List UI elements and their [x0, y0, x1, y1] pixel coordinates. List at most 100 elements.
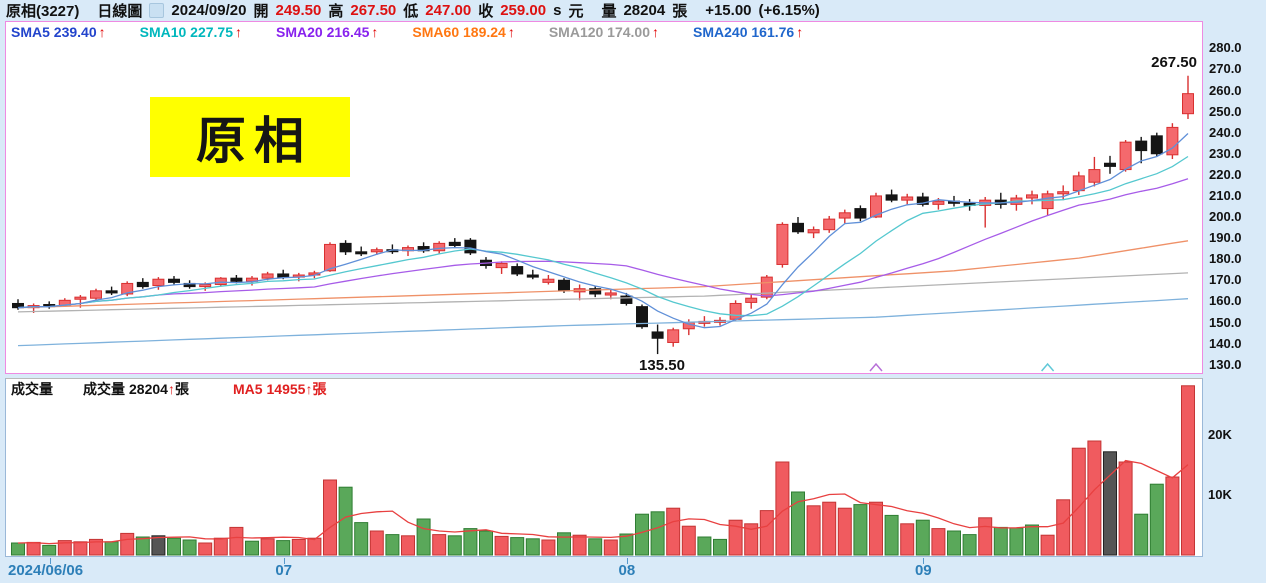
volume-bar: [291, 538, 306, 556]
candle-body: [1166, 126, 1179, 156]
stock-name: 原相(3227): [6, 3, 80, 20]
volume-bar: [1134, 513, 1149, 556]
candle-body: [1041, 193, 1054, 210]
candle-body: [807, 229, 820, 234]
volume-bar: [42, 544, 57, 556]
candle-body: [667, 329, 680, 343]
high-price-annotation: 267.50: [1151, 54, 1197, 71]
sma20-line: [17, 178, 1189, 309]
price-axis-tick: 150.0: [1209, 314, 1242, 330]
candle-body: [901, 196, 914, 201]
volume-bar: [666, 507, 681, 556]
candle-body: [1072, 175, 1085, 192]
volume-bar: [837, 507, 852, 556]
candle-body: [776, 223, 789, 265]
price-axis-tick: 190.0: [1209, 230, 1242, 246]
volume-bar: [1071, 447, 1086, 556]
volume-bar: [806, 505, 821, 556]
volume-chart[interactable]: [6, 379, 1202, 556]
candle-body: [1057, 191, 1070, 195]
sma-legend-item-sma120: SMA120 174.00 ↑: [548, 24, 660, 40]
volume-series-label: 成交量: [83, 381, 125, 397]
candle-body: [1026, 194, 1038, 199]
high-value: 267.50: [350, 2, 397, 19]
price-axis-tick: 140.0: [1209, 335, 1242, 351]
candle-body: [355, 251, 368, 255]
volume-bar: [57, 540, 72, 556]
volume-bar: [182, 539, 197, 556]
volume-bar: [1165, 476, 1180, 556]
sma5-line: [17, 133, 1189, 329]
volume-bar: [510, 537, 525, 556]
volume-bar: [385, 534, 400, 556]
candle-body: [1150, 135, 1163, 155]
time-axis-tick: [923, 558, 925, 564]
price-axis-tick: 280.0: [1209, 40, 1242, 56]
candle-body: [511, 266, 524, 275]
volume-bar: [463, 528, 478, 556]
volume-bar: [931, 528, 946, 556]
volume-ma-label: MA5: [232, 381, 263, 397]
sma-legend-item-sma20: SMA20 216.45 ↑: [276, 24, 379, 40]
volume-bar: [1009, 527, 1024, 556]
volume-bar: [900, 523, 915, 556]
volume-bar: [11, 542, 25, 556]
candle-body: [792, 222, 804, 233]
price-axis-tick: 260.0: [1209, 82, 1242, 98]
volume-bar: [494, 535, 509, 556]
price-axis-tick: 210.0: [1209, 187, 1242, 203]
price-axis-tick: 220.0: [1209, 166, 1242, 182]
stock-watermark: 原相: [150, 97, 350, 177]
volume-bar: [884, 514, 899, 556]
price-axis-tick: 180.0: [1209, 251, 1242, 267]
candle-body: [854, 208, 867, 219]
candle-body: [838, 212, 851, 219]
volume-axis-tick: 20K: [1208, 427, 1232, 442]
low-value: 247.00: [425, 2, 472, 19]
candle-body: [870, 195, 882, 218]
candle-body: [464, 239, 477, 254]
close-value: 259.00: [500, 2, 547, 19]
candle-body: [90, 290, 102, 299]
s-mark: s: [553, 2, 562, 19]
candle-body: [370, 249, 383, 253]
volume-bar: [416, 518, 431, 556]
change-value: +15.00: [705, 2, 752, 19]
volume-up-arrow-icon: ↑: [167, 381, 175, 397]
volume-bar: [962, 534, 977, 556]
volume-bar: [1056, 499, 1071, 556]
open-label: 開: [253, 3, 269, 20]
candle-body: [433, 242, 446, 252]
volume-bar: [307, 537, 322, 556]
period-selector[interactable]: 日線圖: [97, 3, 143, 20]
volume-bar: [775, 461, 790, 556]
volume-bar: [713, 538, 727, 556]
volume-bar: [728, 519, 743, 556]
volume-bar: [1149, 483, 1164, 556]
candlestick-chart[interactable]: [6, 42, 1199, 372]
volume-bar: [619, 533, 634, 556]
candle-body: [1088, 169, 1101, 183]
candle-body: [105, 290, 118, 294]
volume-bar: [853, 504, 868, 556]
marker-chevron-icon: [1041, 362, 1055, 372]
low-label: 低: [403, 3, 419, 20]
time-axis-label: 2024/06/06: [8, 562, 84, 579]
change-percent: (+6.15%): [758, 2, 820, 19]
time-axis-label: 09: [914, 562, 932, 579]
time-axis-label: 07: [275, 562, 293, 579]
volume-bar: [479, 530, 493, 556]
sma-legend-item-sma240: SMA240 161.76 ↑: [693, 24, 804, 40]
candle-body: [729, 302, 742, 320]
volume-ma-value: 14955: [266, 381, 306, 397]
candle-body: [823, 218, 836, 231]
period-dropdown-icon[interactable]: [149, 3, 165, 18]
sma60-line: [17, 240, 1189, 309]
candle-body: [636, 306, 648, 328]
sma10-line: [17, 155, 1189, 317]
price-pane: SMA5 239.40 ↑ SMA10 227.75 ↑ SMA20 216.45 ↑ SM…: [5, 21, 1203, 374]
volume-bar: [401, 535, 415, 556]
candle-body: [214, 277, 227, 285]
volume-bar: [198, 542, 213, 556]
volume-bar: [1181, 385, 1195, 556]
